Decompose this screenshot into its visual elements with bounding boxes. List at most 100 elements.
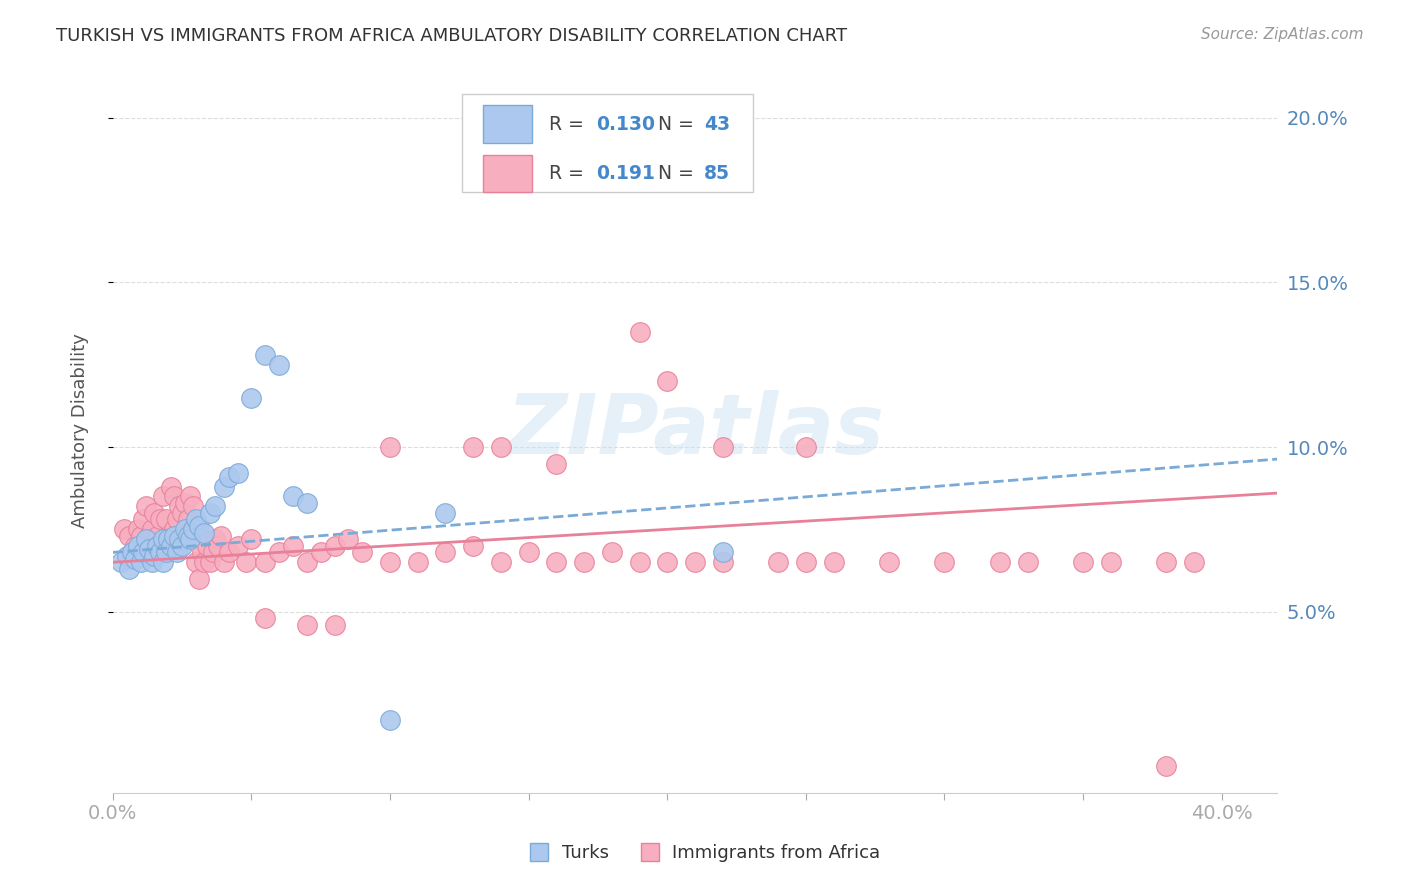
Point — [193, 525, 215, 540]
Point — [212, 555, 235, 569]
Point — [152, 555, 174, 569]
Point — [209, 529, 232, 543]
Legend: Turks, Immigrants from Africa: Turks, Immigrants from Africa — [519, 838, 887, 870]
Point — [1017, 555, 1039, 569]
Point — [546, 457, 568, 471]
Point — [166, 512, 188, 526]
Point — [176, 529, 198, 543]
Point — [877, 555, 900, 569]
Point — [135, 533, 157, 547]
Point — [129, 555, 152, 569]
Point — [121, 545, 143, 559]
Point — [143, 506, 166, 520]
Point — [218, 469, 240, 483]
Point — [184, 512, 207, 526]
Point — [628, 555, 651, 569]
Point — [138, 542, 160, 557]
Point — [198, 555, 221, 569]
Point — [132, 512, 155, 526]
Point — [149, 512, 172, 526]
Point — [184, 555, 207, 569]
Point — [269, 545, 291, 559]
Point — [152, 533, 174, 547]
Point — [193, 555, 215, 569]
Point — [207, 539, 229, 553]
Point — [295, 555, 318, 569]
Point — [195, 539, 218, 553]
Text: N =: N = — [658, 164, 700, 183]
Y-axis label: Ambulatory Disability: Ambulatory Disability — [72, 333, 89, 528]
Point — [766, 555, 789, 569]
Point — [600, 545, 623, 559]
Point — [132, 545, 155, 559]
Point — [112, 522, 135, 536]
Point — [143, 549, 166, 563]
Text: TURKISH VS IMMIGRANTS FROM AFRICA AMBULATORY DISABILITY CORRELATION CHART: TURKISH VS IMMIGRANTS FROM AFRICA AMBULA… — [56, 27, 848, 45]
Point — [174, 496, 197, 510]
Point — [163, 490, 186, 504]
Point — [489, 440, 512, 454]
Point — [176, 512, 198, 526]
Point — [218, 545, 240, 559]
Point — [378, 555, 401, 569]
Point — [157, 533, 180, 547]
Point — [295, 617, 318, 632]
Point — [1099, 555, 1122, 569]
Point — [628, 325, 651, 339]
Point — [1182, 555, 1205, 569]
Point — [155, 512, 177, 526]
Point — [309, 545, 332, 559]
Point — [172, 539, 194, 553]
Point — [118, 529, 141, 543]
Point — [281, 539, 304, 553]
Point — [988, 555, 1011, 569]
Point — [129, 529, 152, 543]
Point — [254, 611, 277, 625]
Point — [434, 506, 457, 520]
Text: 0.130: 0.130 — [596, 115, 655, 134]
Point — [212, 479, 235, 493]
Point — [141, 555, 163, 569]
Point — [169, 533, 191, 547]
Point — [204, 533, 226, 547]
Point — [517, 545, 540, 559]
Point — [146, 539, 169, 553]
Point — [141, 522, 163, 536]
Point — [149, 545, 172, 559]
Point — [269, 358, 291, 372]
Point — [163, 529, 186, 543]
Point — [127, 539, 149, 553]
Point — [337, 533, 360, 547]
Point — [711, 440, 734, 454]
Point — [794, 555, 817, 569]
Point — [1071, 555, 1094, 569]
Point — [110, 555, 132, 569]
Point — [204, 500, 226, 514]
Point — [201, 545, 224, 559]
Point — [160, 479, 183, 493]
Text: ZIPatlas: ZIPatlas — [506, 390, 884, 471]
Point — [172, 506, 194, 520]
Point — [155, 545, 177, 559]
Point — [157, 529, 180, 543]
Point — [434, 545, 457, 559]
Point — [138, 529, 160, 543]
Point — [115, 549, 138, 563]
Point — [934, 555, 956, 569]
Point — [657, 374, 679, 388]
Text: 85: 85 — [704, 164, 730, 183]
Point — [163, 522, 186, 536]
Point — [181, 522, 204, 536]
Point — [378, 713, 401, 727]
Point — [546, 555, 568, 569]
Point — [406, 555, 429, 569]
Point — [179, 490, 201, 504]
Point — [198, 506, 221, 520]
Text: Source: ZipAtlas.com: Source: ZipAtlas.com — [1201, 27, 1364, 42]
FancyBboxPatch shape — [484, 154, 531, 193]
Point — [235, 555, 257, 569]
Text: R =: R = — [550, 164, 591, 183]
Point — [160, 539, 183, 553]
Point — [169, 500, 191, 514]
Point — [352, 545, 374, 559]
